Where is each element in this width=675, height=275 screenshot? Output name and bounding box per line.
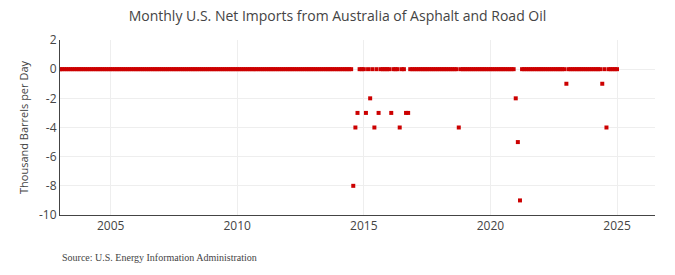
svg-text:-2: -2 <box>46 90 57 107</box>
svg-text:Thousand Barrels per Day: Thousand Barrels per Day <box>16 61 31 194</box>
svg-text:Source: U.S. Energy Informatio: Source: U.S. Energy Information Administ… <box>62 252 257 263</box>
svg-text:2015: 2015 <box>350 217 378 234</box>
svg-text:2020: 2020 <box>477 217 505 234</box>
svg-text:Monthly U.S. Net Imports from: Monthly U.S. Net Imports from Australia … <box>129 6 547 25</box>
svg-text:-6: -6 <box>46 148 57 165</box>
svg-text:2: 2 <box>50 31 57 48</box>
svg-text:2005: 2005 <box>97 217 125 234</box>
svg-text:-4: -4 <box>46 119 57 136</box>
svg-text:0: 0 <box>50 60 57 77</box>
svg-text:2025: 2025 <box>603 217 631 234</box>
svg-text:2010: 2010 <box>224 217 252 234</box>
svg-text:-8: -8 <box>46 177 57 194</box>
svg-text:-10: -10 <box>39 206 57 223</box>
